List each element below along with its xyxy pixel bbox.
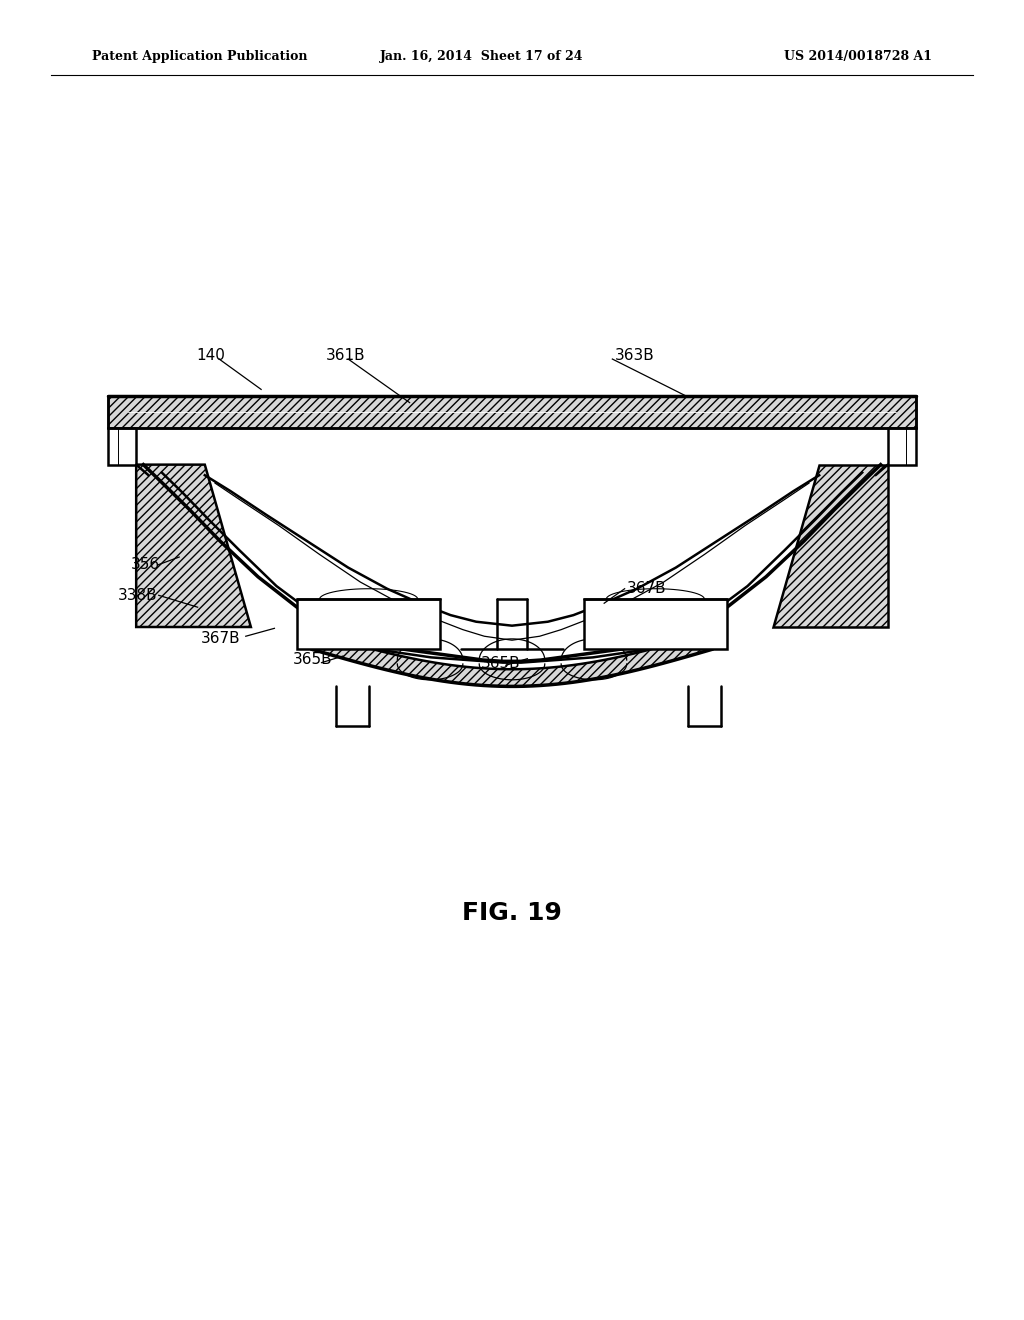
Bar <box>584 599 727 649</box>
Text: US 2014/0018728 A1: US 2014/0018728 A1 <box>783 50 932 63</box>
Text: 367B: 367B <box>627 581 667 597</box>
Text: 338B: 338B <box>118 587 158 603</box>
Text: Jan. 16, 2014  Sheet 17 of 24: Jan. 16, 2014 Sheet 17 of 24 <box>380 50 583 63</box>
Text: 367B: 367B <box>201 631 241 647</box>
Text: 365B: 365B <box>293 652 333 668</box>
Polygon shape <box>136 465 251 627</box>
Bar <box>888 428 916 465</box>
Polygon shape <box>312 632 712 686</box>
Polygon shape <box>773 465 888 627</box>
Text: 361B: 361B <box>326 347 366 363</box>
Bar <box>108 396 916 428</box>
Text: FIG. 19: FIG. 19 <box>462 902 562 925</box>
Bar <box>297 599 440 649</box>
Bar <box>108 428 136 465</box>
Text: 140: 140 <box>197 347 225 363</box>
Text: 363B: 363B <box>614 347 654 363</box>
Text: Patent Application Publication: Patent Application Publication <box>92 50 307 63</box>
Text: 365B: 365B <box>481 656 521 672</box>
Text: 356: 356 <box>131 557 160 573</box>
